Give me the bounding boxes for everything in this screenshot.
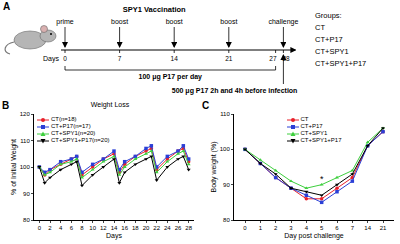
svg-text:24: 24 (164, 225, 171, 231)
svg-text:*: * (320, 174, 324, 184)
svg-text:A: A (3, 1, 10, 12)
html-text:CT+SPY1(n=20): CT+SPY1(n=20) (51, 130, 96, 136)
html-text:B: B (2, 100, 10, 111)
svg-text:100 μg P17 per day: 100 μg P17 per day (139, 73, 203, 81)
html-text:CT: CT (300, 116, 309, 122)
svg-text:20: 20 (143, 225, 150, 231)
html-text:CT+P17: CT+P17 (300, 123, 323, 129)
svg-text:0: 0 (63, 55, 67, 62)
svg-text:3: 3 (289, 225, 293, 231)
svg-text:110: 110 (20, 138, 30, 144)
svg-text:28: 28 (282, 55, 290, 62)
svg-text:2: 2 (48, 225, 52, 231)
svg-text:boost: boost (111, 18, 128, 25)
svg-text:6: 6 (70, 225, 74, 231)
svg-text:CT+SPY1+P17: CT+SPY1+P17 (315, 59, 366, 68)
svg-text:0: 0 (243, 225, 247, 231)
svg-text:90: 90 (223, 182, 230, 188)
svg-text:SPY1 Vaccination: SPY1 Vaccination (123, 5, 186, 14)
svg-text:80: 80 (23, 217, 30, 223)
svg-text:27: 27 (269, 55, 277, 62)
svg-text:80: 80 (223, 217, 230, 223)
svg-text:100: 100 (220, 146, 231, 152)
svg-text:% of Initial Weight: % of Initial Weight (10, 139, 18, 195)
svg-text:18: 18 (132, 225, 139, 231)
svg-text:2: 2 (274, 225, 278, 231)
svg-text:14: 14 (364, 225, 371, 231)
html-text:CT+SPY1+P17: CT+SPY1+P17 (300, 137, 342, 143)
svg-text:500 μg P17 2h and 4h before in: 500 μg P17 2h and 4h before infection (172, 87, 298, 95)
svg-text:16: 16 (121, 225, 128, 231)
svg-text:boost: boost (166, 18, 183, 25)
svg-text:Days: Days (106, 232, 122, 240)
svg-text:1: 1 (259, 225, 263, 231)
html-text:CT+SPY1: CT+SPY1 (300, 130, 328, 136)
svg-text:4: 4 (59, 225, 63, 231)
svg-text:7: 7 (118, 55, 122, 62)
svg-text:26: 26 (175, 225, 182, 231)
svg-text:10: 10 (89, 225, 96, 231)
svg-text:Days: Days (43, 55, 59, 63)
svg-text:110: 110 (220, 111, 230, 117)
svg-text:12: 12 (100, 225, 107, 231)
svg-text:120: 120 (20, 111, 31, 117)
html-text:CT+SPY1+P17(n=20): CT+SPY1+P17(n=20) (51, 137, 110, 143)
svg-text:challenge: challenge (268, 18, 298, 26)
svg-text:22: 22 (153, 225, 160, 231)
svg-text:5: 5 (320, 225, 324, 231)
svg-text:prime: prime (56, 18, 74, 26)
svg-text:90: 90 (23, 191, 30, 197)
svg-text:0: 0 (38, 225, 42, 231)
svg-text:Body weight (%): Body weight (%) (210, 142, 218, 193)
html-text:C: C (202, 100, 210, 111)
svg-text:Groups:: Groups: (315, 11, 342, 20)
html-text:CT+P17(n=17): CT+P17(n=17) (51, 123, 91, 129)
svg-text:6: 6 (335, 225, 339, 231)
svg-text:21: 21 (225, 55, 233, 62)
html-text:CT(n=18): CT(n=18) (51, 116, 77, 122)
svg-text:28: 28 (185, 225, 192, 231)
svg-text:boost: boost (220, 18, 237, 25)
svg-text:CT+SPY1: CT+SPY1 (315, 47, 349, 56)
svg-text:100: 100 (20, 164, 31, 170)
svg-text:8: 8 (80, 225, 84, 231)
svg-text:7: 7 (351, 225, 355, 231)
svg-text:4: 4 (305, 225, 309, 231)
svg-text:Day post challenge: Day post challenge (284, 232, 344, 240)
svg-text:Weight Loss: Weight Loss (91, 101, 130, 109)
svg-text:CT: CT (315, 23, 325, 32)
svg-text:21: 21 (380, 225, 387, 231)
svg-text:14: 14 (171, 55, 179, 62)
svg-text:14: 14 (111, 225, 118, 231)
svg-text:CT+P17: CT+P17 (315, 35, 343, 44)
